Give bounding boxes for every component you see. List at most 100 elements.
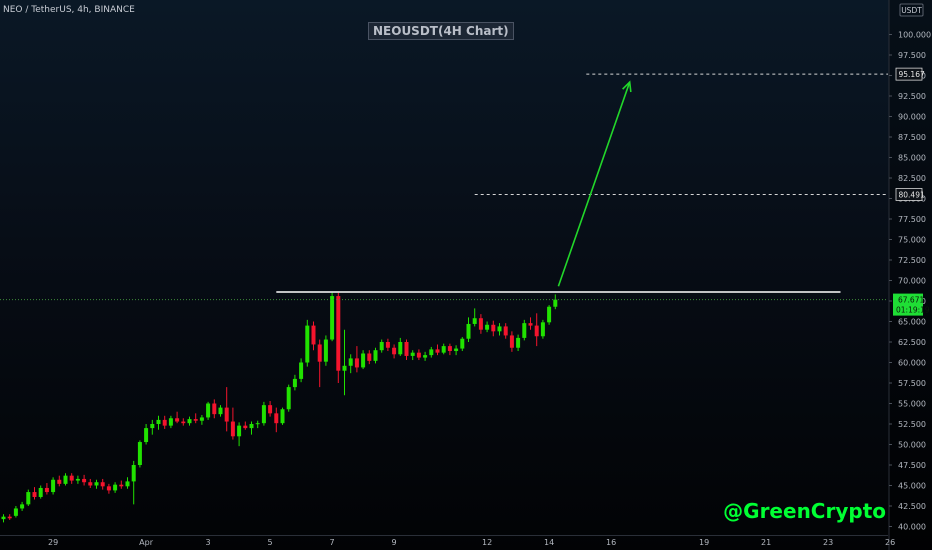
candle (441, 343, 446, 355)
candle-body (367, 353, 372, 361)
candle (218, 405, 223, 417)
candle-body (224, 407, 229, 422)
candle (292, 374, 297, 391)
candle (485, 321, 490, 333)
y-tick-label: 60.000 (898, 359, 926, 368)
candle (1, 514, 6, 523)
candle (497, 323, 502, 336)
candle (237, 422, 242, 447)
candle-body (398, 342, 403, 355)
candle-body (119, 484, 124, 487)
candle-body (348, 358, 353, 366)
candle (323, 335, 328, 366)
candle (516, 334, 521, 352)
candle-body (503, 326, 508, 336)
candle (361, 350, 366, 370)
candle-body (454, 348, 459, 352)
candle (305, 319, 310, 367)
x-tick-label: 14 (544, 538, 554, 547)
price-axis-panel (889, 0, 932, 550)
y-tick-label: 57.500 (898, 379, 926, 388)
candle-body (243, 425, 248, 429)
candle (342, 329, 347, 396)
candle (199, 414, 204, 425)
y-tick-label: 85.000 (898, 154, 926, 163)
candle-body (156, 419, 161, 424)
candle-body (1, 516, 6, 520)
target-level-label: 95.167 (899, 70, 925, 79)
candle-body (94, 482, 99, 486)
candle (410, 350, 415, 361)
candle-body (237, 425, 242, 437)
candle (125, 477, 130, 489)
candle (32, 487, 37, 500)
candle-body (292, 378, 297, 388)
candle-body (305, 325, 310, 363)
candle-body (26, 492, 31, 505)
candle-body (230, 421, 235, 437)
y-tick-label: 65.000 (898, 318, 926, 327)
candle (385, 338, 390, 352)
candle (392, 344, 397, 359)
annotations (0, 73, 888, 301)
candle-body (144, 428, 149, 443)
y-tick-label: 45.000 (898, 482, 926, 491)
candle (460, 337, 465, 352)
time-axis: 29 Apr 3 5 7 9 12 14 16 19 21 23 26 (0, 535, 895, 547)
target-level-label-box (895, 188, 923, 201)
candle-body (38, 487, 43, 497)
candle (51, 477, 56, 495)
candle-body (82, 478, 87, 483)
candle-body (69, 475, 74, 481)
candle-body (113, 484, 118, 491)
x-tick-label: 29 (48, 538, 58, 547)
candle-body (547, 306, 552, 323)
x-tick-label: 23 (823, 538, 833, 547)
candle-body (472, 318, 477, 324)
candle (379, 339, 384, 353)
target-level-label-box (895, 67, 923, 81)
target-arrow[interactable] (557, 81, 631, 287)
candle (435, 344, 440, 356)
candle (69, 473, 74, 484)
candle (311, 321, 316, 351)
candle (522, 319, 527, 341)
candle (26, 489, 31, 506)
candle-body (373, 350, 378, 361)
candle (137, 440, 142, 468)
candle (82, 474, 87, 486)
x-tick-label: 16 (606, 538, 616, 547)
candle-body (336, 296, 341, 371)
candle (336, 292, 341, 383)
candle-body (7, 516, 12, 519)
candle (175, 411, 180, 424)
candle-body (286, 387, 291, 410)
watermark: @GreenCrypto (723, 499, 886, 523)
candle-body (540, 322, 545, 337)
candle (429, 346, 434, 358)
candle-body (392, 347, 397, 355)
candle-body (379, 342, 384, 351)
candle (38, 485, 43, 499)
x-tick-label: 3 (206, 538, 211, 547)
candle-body (491, 324, 496, 332)
candle-body (212, 403, 217, 415)
candle (63, 473, 68, 486)
candle-body (187, 419, 192, 424)
y-tick-label: 100.000 (898, 31, 931, 40)
candle-body (509, 335, 514, 348)
candle (553, 294, 558, 310)
candle (317, 339, 322, 388)
y-tick-label: 92.500 (898, 92, 926, 101)
candle-body (20, 504, 25, 509)
candle (509, 331, 514, 352)
candles (1, 292, 558, 523)
candle (447, 343, 452, 356)
candle (348, 354, 353, 374)
candle (503, 323, 508, 339)
candle (168, 415, 173, 429)
y-tick-label: 77.500 (898, 215, 926, 224)
candle-body (323, 339, 328, 362)
candle (94, 479, 99, 489)
